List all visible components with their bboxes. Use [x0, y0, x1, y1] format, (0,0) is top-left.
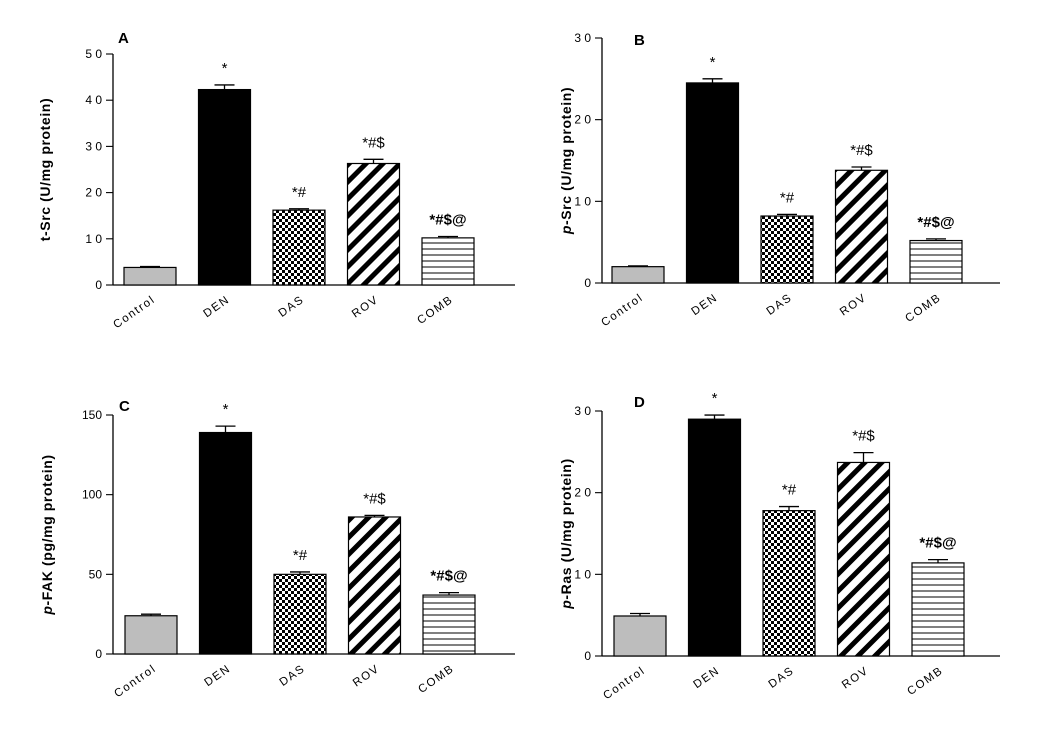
- significance-label: *#$@: [430, 568, 467, 585]
- x-tick-label: ROV: [840, 665, 871, 692]
- panel-letter: B: [634, 32, 645, 49]
- x-tick-label: DAS: [765, 292, 795, 318]
- bar-den: [198, 431, 253, 655]
- bar-rov: [834, 169, 889, 284]
- significance-label: *#$@: [917, 214, 954, 231]
- y-axis-label-text: -FAK (pg/mg protein): [39, 454, 55, 605]
- y-axis-label-italic: p: [558, 600, 574, 610]
- y-tick-label: 1 0: [574, 567, 591, 581]
- x-tick-label: Control: [601, 665, 647, 703]
- y-tick-label: 0: [584, 649, 591, 663]
- x-tick-label: COMB: [415, 294, 455, 327]
- y-axis-label-text: -Ras (U/mg protein): [558, 458, 574, 599]
- x-tick-label: ROV: [350, 294, 381, 321]
- bar-control: [123, 266, 177, 286]
- y-tick-label: 4 0: [85, 93, 102, 107]
- x-tick-label: DEN: [203, 663, 234, 690]
- x-tick-label: COMB: [905, 665, 945, 698]
- panel-letter: D: [634, 394, 645, 411]
- y-axis-label: p-FAK (pg/mg protein): [39, 454, 55, 615]
- x-tick-label: DEN: [202, 294, 233, 321]
- bar-control: [611, 266, 665, 284]
- y-axis-label: p-Ras (U/mg protein): [558, 458, 574, 609]
- x-tick-label: DAS: [278, 663, 308, 689]
- panel-A: 0 1 0 2 0 3 0 4 0 5 0 t-Src (U/mg protein) A Con…: [37, 30, 515, 331]
- y-tick-label: 2 0: [85, 186, 102, 200]
- y-axis-label-italic: p: [39, 606, 55, 616]
- significance-label: *: [712, 390, 718, 407]
- x-tick-label: COMB: [903, 292, 943, 325]
- bar-control: [124, 615, 178, 655]
- x-tick-label: ROV: [838, 292, 869, 319]
- panel-C: 0 50 100 150 p-FAK (pg/mg protein) C Control * D…: [39, 398, 515, 700]
- bar-das: [272, 209, 326, 286]
- y-tick-label: 150: [82, 408, 102, 422]
- y-tick-label: 3 0: [85, 139, 102, 153]
- significance-label: *#: [780, 189, 795, 206]
- x-tick-label: Control: [111, 294, 157, 332]
- significance-label: *#$: [362, 134, 385, 151]
- x-tick-label: Control: [599, 292, 645, 330]
- bar-den: [685, 82, 740, 284]
- x-tick-label: ROV: [351, 663, 382, 690]
- y-tick-label: 2 0: [574, 113, 591, 127]
- significance-label: *#: [293, 547, 308, 564]
- y-axis-label-text: t-Src (U/mg protein): [37, 98, 53, 241]
- y-axis-label: t-Src (U/mg protein): [37, 98, 53, 241]
- bar-rov: [346, 162, 401, 286]
- bar-rov: [347, 516, 402, 655]
- y-tick-label: 100: [82, 488, 102, 502]
- significance-label: *#$: [852, 428, 875, 445]
- significance-label: *#: [782, 482, 797, 499]
- y-tick-label: 50: [89, 567, 103, 581]
- panel-letter: A: [118, 30, 129, 47]
- bar-rov: [836, 461, 891, 657]
- y-axis-label-text: -Src (U/mg protein): [558, 87, 574, 225]
- bar-comb: [422, 594, 476, 655]
- y-tick-label: 1 0: [85, 232, 102, 246]
- panel-B: 0 1 0 2 0 3 0 p-Src (U/mg protein) B Control * D…: [558, 31, 1000, 329]
- significance-label: *#$: [850, 142, 873, 159]
- bar-das: [762, 510, 816, 657]
- x-tick-label: DAS: [767, 665, 797, 691]
- bar-comb: [911, 562, 965, 657]
- significance-label: *#$@: [919, 535, 956, 552]
- y-tick-label: 0: [584, 276, 591, 290]
- bar-comb: [421, 237, 475, 286]
- panel-D: 0 1 0 2 0 3 0 p-Ras (U/mg protein) D Control * D…: [558, 390, 1000, 702]
- significance-label: *: [710, 54, 716, 71]
- bar-das: [273, 573, 327, 655]
- bar-comb: [909, 239, 963, 284]
- x-tick-label: DEN: [690, 292, 721, 319]
- significance-label: *#: [292, 184, 307, 201]
- y-tick-label: 1 0: [574, 194, 591, 208]
- x-tick-label: COMB: [416, 663, 456, 696]
- significance-label: *#$@: [429, 211, 466, 228]
- y-tick-label: 0: [95, 278, 102, 292]
- y-tick-label: 3 0: [574, 31, 591, 45]
- y-axis-label-italic: p: [558, 225, 574, 235]
- x-tick-label: Control: [112, 663, 158, 701]
- x-tick-label: DEN: [692, 665, 723, 692]
- bar-den: [197, 88, 252, 286]
- significance-label: *: [223, 401, 229, 418]
- bar-das: [760, 215, 814, 284]
- bar-den: [687, 418, 742, 657]
- panel-letter: C: [119, 398, 130, 415]
- significance-label: *: [222, 60, 228, 77]
- y-tick-label: 5 0: [85, 47, 102, 61]
- y-tick-label: 3 0: [574, 404, 591, 418]
- y-axis-label: p-Src (U/mg protein): [558, 87, 574, 235]
- bar-control: [613, 615, 667, 657]
- significance-label: *#$: [363, 490, 386, 507]
- y-tick-label: 0: [95, 647, 102, 661]
- y-tick-label: 2 0: [574, 486, 591, 500]
- x-tick-label: DAS: [277, 294, 307, 320]
